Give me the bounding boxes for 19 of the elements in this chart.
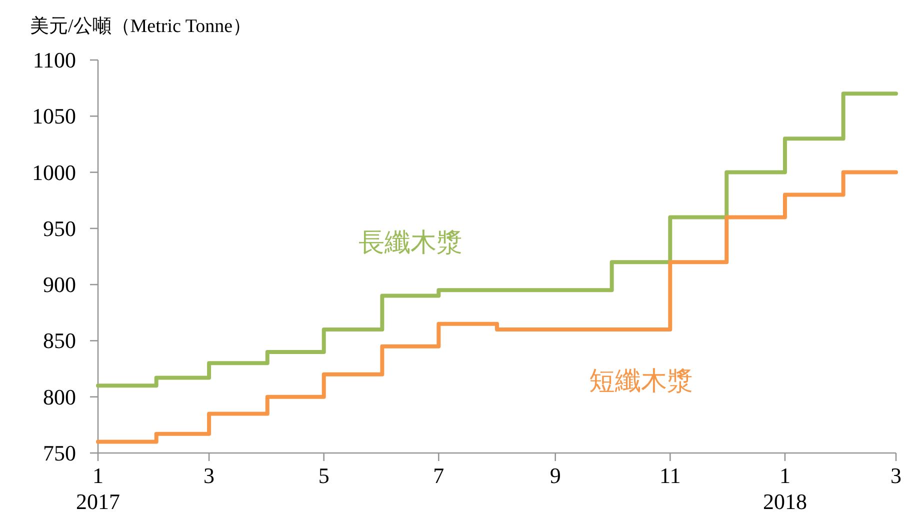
x-tick-label: 7 xyxy=(433,463,444,488)
x-tick-label: 5 xyxy=(318,463,330,488)
series-label: 短纖木漿 xyxy=(588,366,693,396)
series-label: 長纖木漿 xyxy=(358,228,462,257)
x-tick-label: 3 xyxy=(890,463,902,488)
y-tick-label: 800 xyxy=(43,384,76,410)
y-tick-label: 950 xyxy=(43,216,76,241)
x-tick-label: 3 xyxy=(204,463,215,488)
y-tick-label: 1050 xyxy=(32,104,76,129)
x-tick-label: 1 2018 xyxy=(762,463,807,514)
y-tick-label: 750 xyxy=(43,440,76,466)
x-tick-label: 1 2017 xyxy=(76,463,120,514)
x-tick-label: 11 xyxy=(660,463,681,488)
y-tick-label: 1000 xyxy=(32,160,76,185)
x-tick-label: 9 xyxy=(550,463,561,488)
y-tick-label: 850 xyxy=(43,328,76,354)
y-axis-title: 美元/公噸（Metric Tonne） xyxy=(30,15,252,37)
y-tick-label: 900 xyxy=(43,272,76,298)
y-tick-label: 1100 xyxy=(32,48,76,72)
